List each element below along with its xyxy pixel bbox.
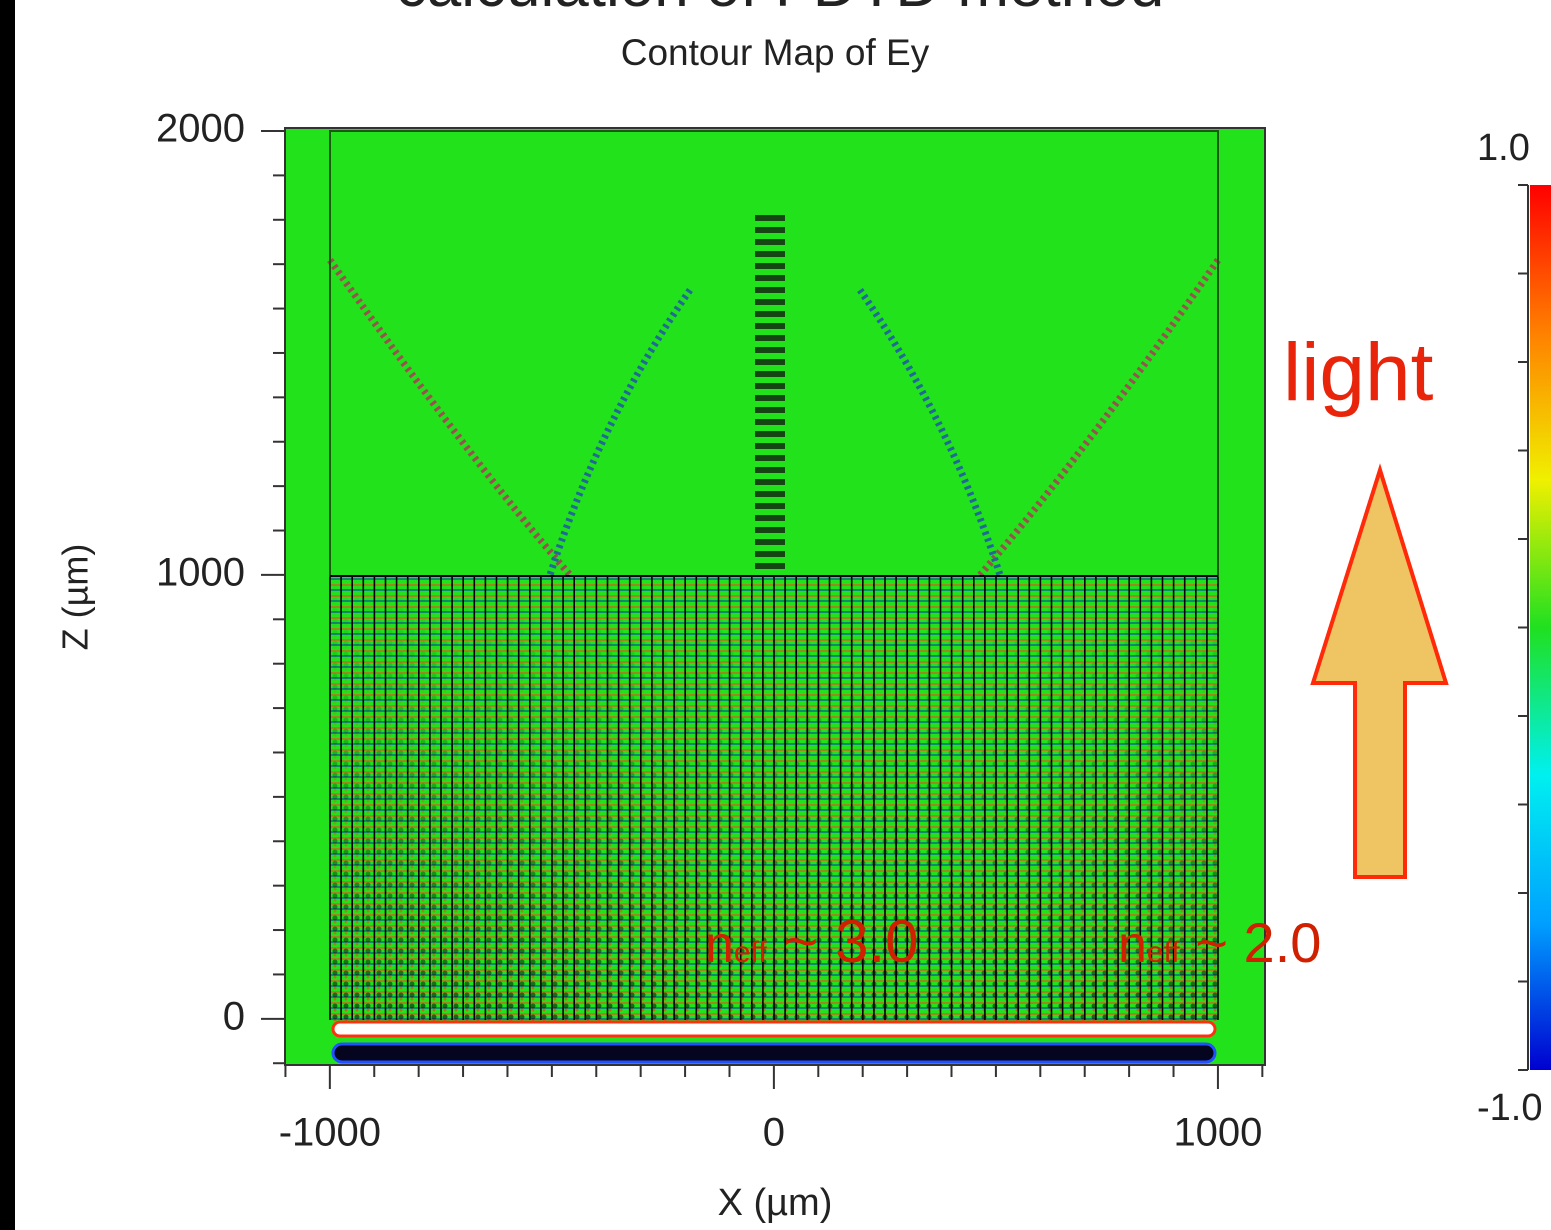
x-axis-label: X (µm) [718, 1182, 833, 1224]
neff-n: n [705, 916, 734, 974]
colorbar [1530, 185, 1551, 1070]
colorbar-label: -1.0 [1477, 1087, 1542, 1129]
y-tick-label: 2000 [156, 107, 245, 151]
neff-n: n [1118, 916, 1147, 974]
neff-value: ~ 3.0 [767, 908, 919, 975]
x-tick-label: 1000 [1173, 1111, 1262, 1155]
colorbar-label: 1.0 [1477, 127, 1530, 169]
x-tick-label: 0 [763, 1111, 785, 1155]
chart-title: calculation of FDTD method [396, 0, 1164, 20]
y-tick-label: 1000 [156, 550, 245, 594]
neff-sub: eff [1147, 936, 1180, 969]
light-arrow [1313, 470, 1446, 877]
chart-subtitle: Contour Map of Ey [621, 32, 930, 73]
left-frame [0, 0, 15, 1230]
chart: calculation of FDTD method Contour Map o… [0, 0, 1551, 1230]
neff-value: ~ 2.0 [1180, 911, 1322, 974]
y-axis-label: Z (µm) [55, 544, 96, 651]
y-tick-label: 0 [223, 994, 245, 1038]
dark-band [333, 1044, 1215, 1062]
arrow-label: light [1283, 327, 1434, 418]
bright-band [333, 1022, 1215, 1036]
neff-sub: eff [734, 936, 767, 969]
x-tick-label: -1000 [279, 1111, 381, 1155]
